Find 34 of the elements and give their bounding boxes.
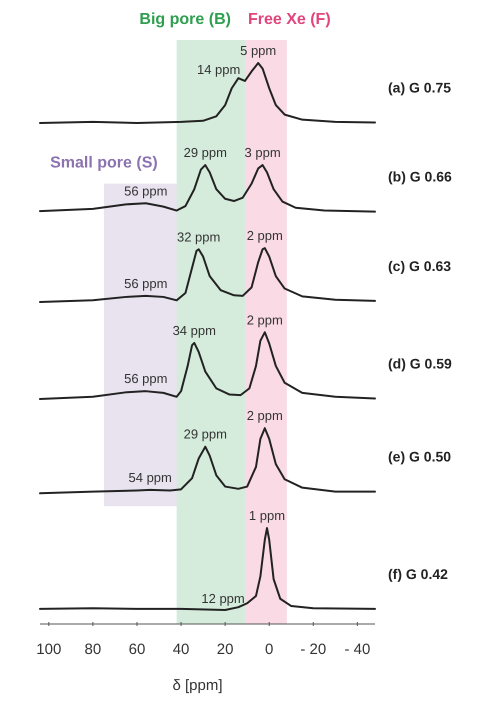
annotation: 2 ppm [246,312,283,328]
annotation: 2 ppm [246,228,283,244]
text: (b) G 0.66 [388,168,452,185]
x-tick-label: 80 [84,641,102,658]
x-tick-label: 20 [216,641,234,658]
text: (f) G 0.42 [388,566,448,582]
annotation: 3 ppm [244,145,281,160]
x-tick-label: 60 [128,641,146,658]
text: (a) G 0.75 [388,79,452,96]
annotation: 56 ppm [124,183,168,198]
annotation: 2 ppm [246,408,283,424]
annotation: 34 ppm [172,322,216,338]
text: (d) G 0.59 [388,355,452,372]
annotation: 56 ppm [124,276,168,291]
x-axis-title: δ [ppm] [172,677,223,694]
band-label: Free Xe (F) [248,11,331,28]
annotation: 29 ppm [184,426,227,442]
text: (e) G 0.50 [388,448,452,465]
annotation: 29 ppm [184,145,227,160]
x-tick-label: 40 [172,641,190,658]
annotation: 54 ppm [128,470,172,485]
x-tick-label: - 20 [300,641,326,658]
x-tick-label: - 40 [344,641,370,658]
annotation: 5 ppm [240,43,276,58]
band-label: Big pore (B) [139,11,231,28]
annotation: 14 ppm [196,62,240,78]
annotation: 1 ppm [248,508,286,524]
text: (c) G 0.63 [388,258,452,274]
band-label: Small pore (S) [50,154,158,172]
x-tick-label: 100 [36,641,62,658]
x-tick-label: 0 [265,641,274,658]
annotation: 32 ppm [176,229,220,244]
annotation: 12 ppm [201,591,245,606]
annotation: 56 ppm [124,371,168,386]
